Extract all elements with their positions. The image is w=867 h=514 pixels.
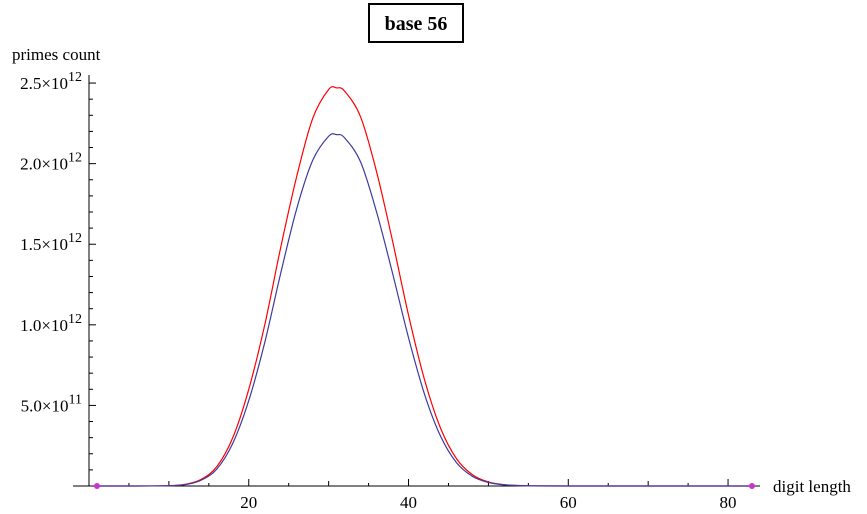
- x-axis-label: digit length: [773, 477, 851, 496]
- axes: [73, 75, 760, 487]
- data-marker: [93, 483, 100, 489]
- y-axis-label: primes count: [12, 45, 101, 64]
- y-tick-label: 2.0×1012: [20, 151, 82, 174]
- x-tick-group: 20 40 60 80: [128, 479, 737, 512]
- marker-group: [93, 483, 756, 489]
- x-tick-label: 40: [400, 493, 417, 512]
- x-tick-label: 60: [560, 493, 577, 512]
- y-tick-label: 5.0×1011: [21, 392, 82, 415]
- chart-title: base 56: [368, 3, 464, 43]
- x-tick-label: 20: [240, 493, 257, 512]
- y-tick-label: 1.5×1012: [20, 231, 82, 254]
- x-tick-label: 80: [720, 493, 737, 512]
- chart-title-text: base 56: [385, 13, 448, 35]
- series-line-1: [96, 86, 753, 487]
- data-marker: [749, 483, 756, 489]
- chart-title-box: [368, 3, 464, 43]
- series-line-2: [96, 133, 753, 487]
- series-group: [96, 86, 753, 487]
- y-tick-label: 2.5×1012: [20, 70, 82, 93]
- y-tick-group: 5.0×1011 1.0×1012 1.5×1012 2.0×1012 2.5×1012: [20, 70, 96, 471]
- y-tick-label: 1.0×1012: [20, 312, 82, 335]
